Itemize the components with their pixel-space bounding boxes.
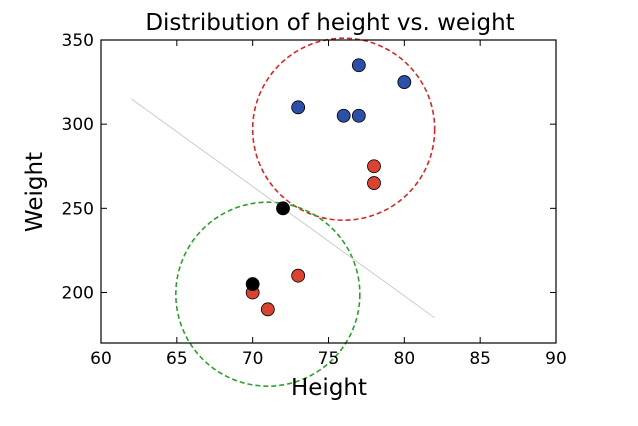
x-tick-label: 75 (318, 349, 340, 369)
x-tick-label: 80 (394, 349, 416, 369)
data-point (276, 201, 290, 216)
x-tick-label: 65 (166, 349, 188, 369)
data-point (291, 268, 306, 283)
data-points (245, 58, 412, 317)
data-point (351, 58, 366, 73)
x-tick-label: 90 (545, 349, 567, 369)
y-tick-label: 250 (62, 199, 94, 219)
chart-title: Distribution of height vs. weight (145, 10, 514, 36)
y-tick-label: 200 (62, 284, 94, 304)
dashed-circle-annotation (251, 37, 436, 222)
data-point (367, 159, 381, 174)
x-tick-label: 85 (469, 349, 491, 369)
y-axis-label: Weight (22, 152, 48, 232)
data-point (367, 176, 381, 190)
data-point (260, 302, 275, 317)
data-point (351, 108, 366, 123)
data-point (245, 277, 260, 291)
data-point (291, 100, 306, 115)
y-tick-label: 300 (62, 115, 94, 135)
data-point (397, 75, 412, 89)
plot-frame (100, 39, 557, 344)
dashed-circle-annotation (175, 201, 361, 387)
x-tick-label: 70 (242, 349, 264, 369)
y-axis-ticks: 200 250 300 350 (62, 31, 556, 304)
x-axis-label: Height (291, 375, 367, 401)
data-point (336, 108, 351, 123)
x-tick-label: 60 (90, 349, 112, 369)
x-axis-ticks: 60 65 70 75 80 85 90 (90, 40, 567, 369)
y-tick-label: 350 (62, 31, 94, 51)
